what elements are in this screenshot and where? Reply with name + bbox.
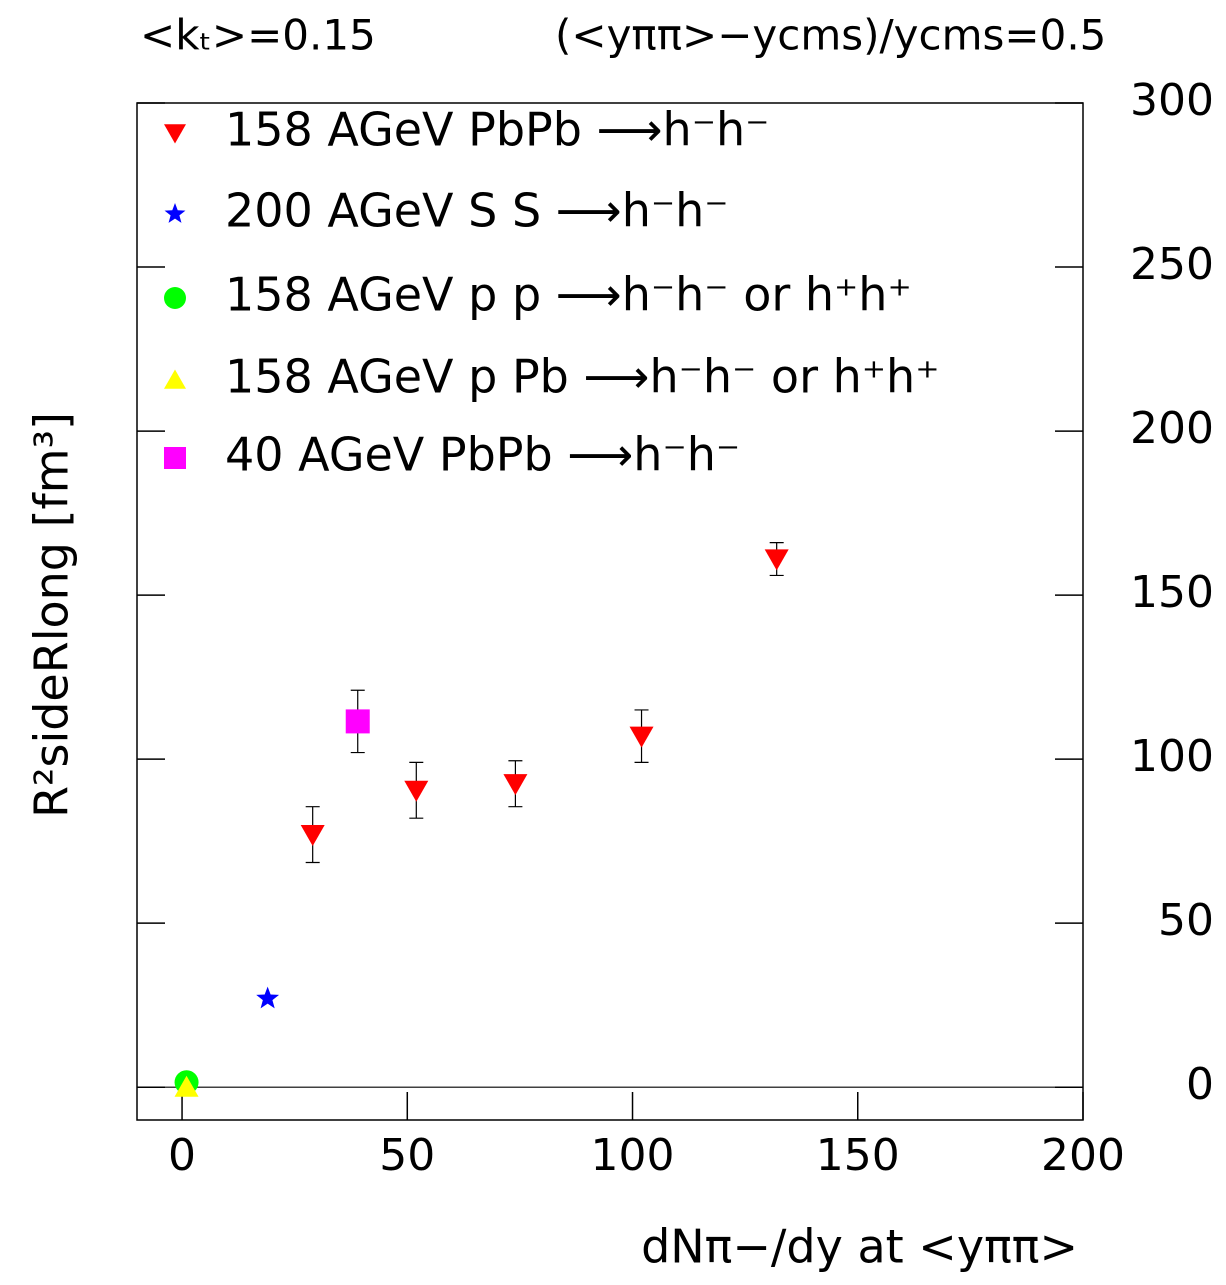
legend-marker xyxy=(164,287,186,309)
marker xyxy=(764,549,789,571)
annotation: (<yππ>−ycms)/ycms=0.5 xyxy=(555,11,1106,60)
x-tick-label: 100 xyxy=(591,1130,675,1181)
legend-label: 40 AGeV PbPb ⟶h⁻h⁻ xyxy=(225,428,740,482)
marker xyxy=(174,1075,199,1097)
legend-marker xyxy=(164,124,186,144)
y-tick-label: 150 xyxy=(1130,567,1214,618)
y-tick-label: 300 xyxy=(1130,75,1214,126)
marker xyxy=(629,726,654,748)
annotation: <kₜ>=0.15 xyxy=(140,11,376,60)
x-axis-label: dNπ−/dy at <yππ> xyxy=(641,1220,1078,1274)
marker xyxy=(404,780,429,802)
y-tick-label: 200 xyxy=(1130,403,1214,454)
plot-frame xyxy=(136,102,1084,1121)
x-tick-label: 200 xyxy=(1041,1130,1125,1181)
x-tick-label: 150 xyxy=(816,1130,900,1181)
marker xyxy=(256,986,280,1009)
legend-marker xyxy=(164,369,186,389)
y-tick-label: 250 xyxy=(1130,239,1214,290)
legend-marker xyxy=(164,203,186,223)
y-tick-label: 50 xyxy=(1158,895,1214,946)
y-axis-label: R²sideRlong [fm³] xyxy=(25,412,79,818)
legend-label: 158 AGeV PbPb ⟶h⁻h⁻ xyxy=(225,103,769,157)
y-tick-label: 100 xyxy=(1130,731,1214,782)
legend-label: 200 AGeV S S ⟶h⁻h⁻ xyxy=(225,184,729,238)
x-tick-label: 0 xyxy=(168,1130,196,1181)
marker xyxy=(300,824,325,846)
marker xyxy=(345,709,370,734)
x-tick-label: 50 xyxy=(379,1130,435,1181)
legend-label: 158 AGeV p Pb ⟶h⁻h⁻ or h⁺h⁺ xyxy=(225,350,939,404)
legend-label: 158 AGeV p p ⟶h⁻h⁻ or h⁺h⁺ xyxy=(225,268,912,322)
y-tick-label: 0 xyxy=(1186,1059,1214,1110)
legend-marker xyxy=(164,447,186,469)
marker xyxy=(503,774,528,796)
